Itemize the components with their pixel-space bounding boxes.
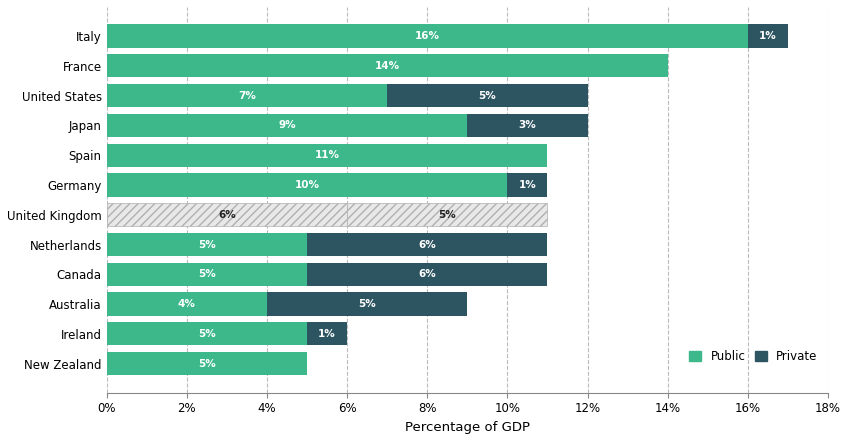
Text: 5%: 5% — [198, 269, 215, 279]
Text: 9%: 9% — [278, 120, 296, 131]
Bar — [107, 292, 267, 316]
Text: 6%: 6% — [418, 269, 436, 279]
Text: 16%: 16% — [415, 31, 440, 41]
Bar — [467, 114, 588, 137]
Text: 5%: 5% — [358, 299, 376, 309]
Bar — [107, 25, 748, 48]
Text: 5%: 5% — [198, 239, 215, 250]
Text: 1%: 1% — [759, 31, 777, 41]
Bar — [507, 173, 548, 197]
Text: 6%: 6% — [418, 239, 436, 250]
Bar — [107, 144, 548, 167]
Bar — [107, 84, 388, 107]
Text: 0%: 0% — [673, 61, 691, 71]
X-axis label: Percentage of GDP: Percentage of GDP — [404, 421, 530, 434]
Text: 14%: 14% — [375, 61, 399, 71]
Bar — [107, 114, 467, 137]
Bar — [107, 322, 307, 345]
Bar — [107, 263, 307, 286]
Text: 6%: 6% — [218, 210, 236, 220]
Legend: Public, Private: Public, Private — [684, 345, 823, 368]
Text: 11%: 11% — [315, 150, 339, 160]
Text: 1%: 1% — [318, 329, 336, 339]
Text: 7%: 7% — [238, 91, 256, 101]
Text: 0%: 0% — [554, 150, 572, 160]
Bar — [307, 322, 347, 345]
Text: 5%: 5% — [198, 329, 215, 339]
Text: 3%: 3% — [519, 120, 536, 131]
Bar — [267, 292, 467, 316]
Text: 5%: 5% — [478, 91, 496, 101]
Bar — [107, 203, 347, 226]
Text: 5%: 5% — [438, 210, 456, 220]
Text: 1%: 1% — [519, 180, 536, 190]
Bar — [107, 173, 507, 197]
Bar — [388, 84, 588, 107]
Text: 4%: 4% — [178, 299, 196, 309]
Bar — [107, 352, 307, 375]
Bar — [307, 233, 548, 256]
Text: 10%: 10% — [294, 180, 320, 190]
Bar — [347, 203, 548, 226]
Bar — [748, 25, 788, 48]
Bar — [107, 54, 667, 78]
Text: 5%: 5% — [198, 359, 215, 369]
Bar — [307, 263, 548, 286]
Bar — [107, 233, 307, 256]
